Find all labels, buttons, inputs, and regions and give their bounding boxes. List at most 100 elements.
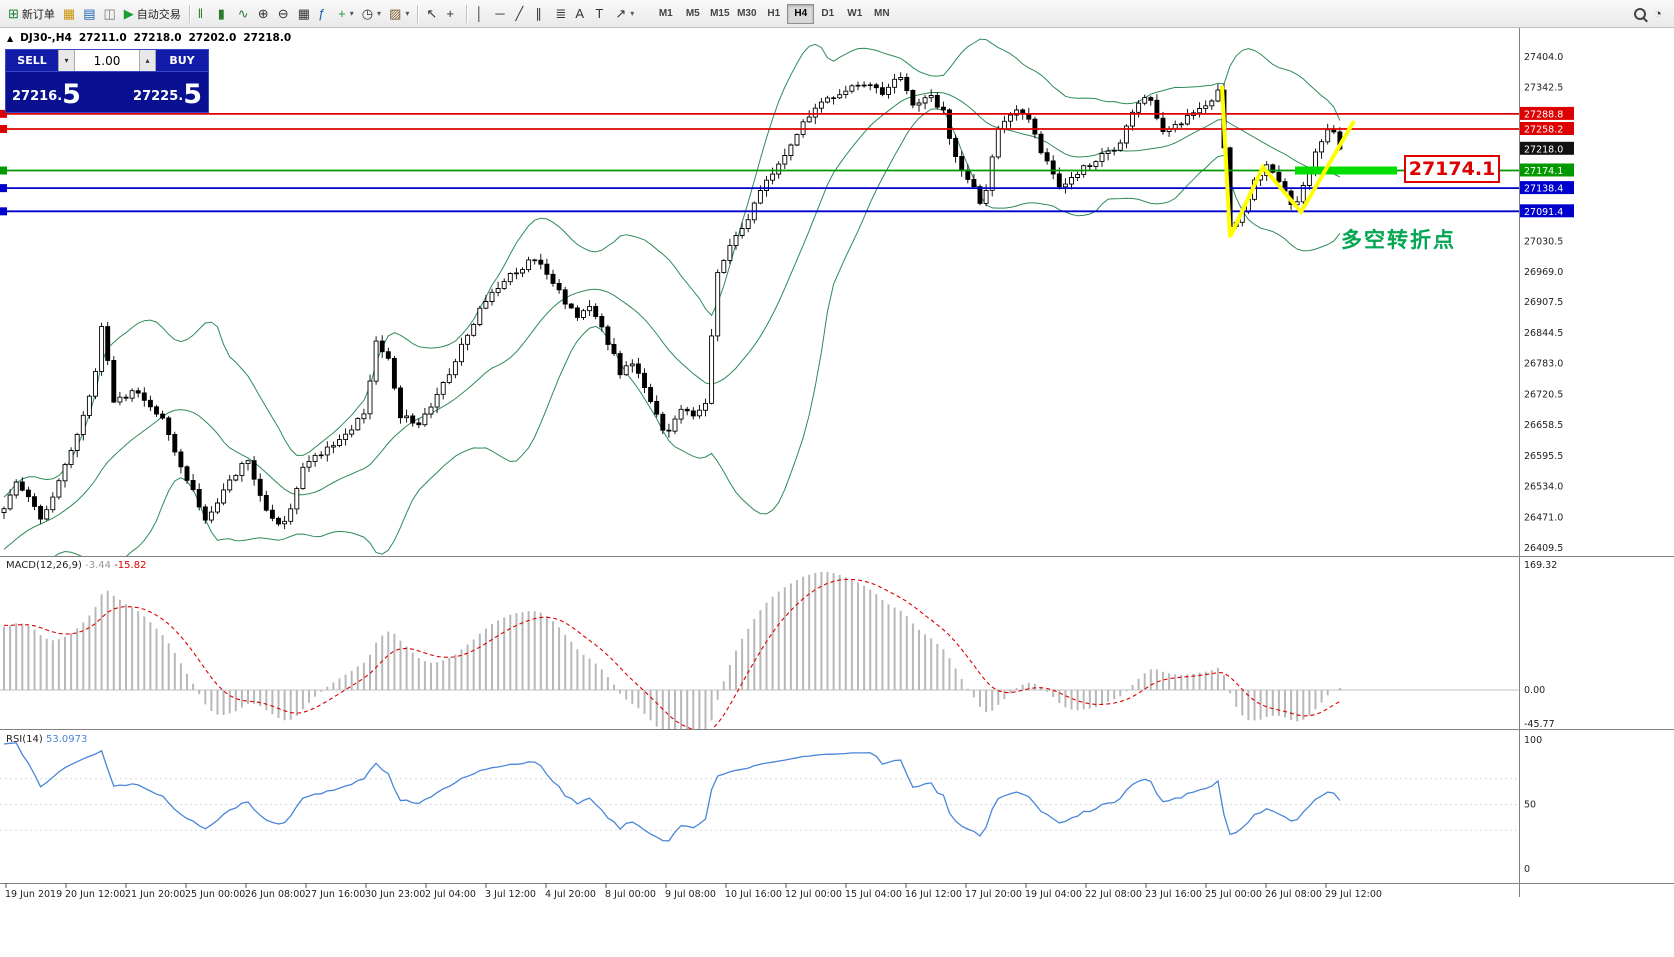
turning-point-annotation[interactable]: 多空转折点 — [1341, 228, 1456, 252]
price-tick-label: 26595.5 — [1524, 451, 1563, 462]
timeframe-m5-button[interactable]: M5 — [679, 4, 706, 24]
time-tick-label: 2 Jul 04:00 — [425, 889, 476, 900]
horizontal-line-icon: ─ — [495, 6, 505, 21]
bollinger-lower-band — [54, 108, 1341, 556]
vertical-line-button[interactable]: │ — [471, 3, 491, 25]
zigzag-drawing — [1220, 85, 1356, 238]
arrows-button[interactable]: ↗ ▾ — [611, 3, 638, 25]
price-badge-label: 27288.8 — [1524, 109, 1563, 120]
sell-price[interactable]: 27216. 5 — [12, 78, 81, 112]
line-chart-button[interactable]: ∿ — [234, 3, 254, 25]
arrows-icon: ↗ — [615, 6, 627, 21]
zoom-in-button[interactable]: ⊕ — [254, 3, 274, 25]
price-tick-label: 26534.0 — [1524, 482, 1563, 493]
auto-trading-button[interactable]: ▶ 自动交易 — [120, 3, 185, 25]
tile-windows-icon: ▦ — [297, 6, 311, 21]
crosshair-button[interactable]: + — [442, 3, 462, 25]
quotes-button[interactable]: ◔ — [1650, 3, 1670, 25]
time-tick-label: 26 Jul 08:00 — [1265, 889, 1322, 900]
channel-icon: ∥ — [535, 6, 542, 21]
fibonacci-button[interactable]: ≣ — [551, 3, 571, 25]
timeframe-w1-button[interactable]: W1 — [841, 4, 868, 24]
timeframe-m1-button[interactable]: M1 — [652, 4, 679, 24]
new-order-label: 新订单 — [21, 8, 55, 21]
periods-button[interactable]: ◷ ▾ — [358, 3, 385, 25]
level-left-tag — [0, 109, 7, 118]
timeframe-h1-button[interactable]: H1 — [760, 4, 787, 24]
bollinger-middle-band — [3, 92, 1341, 550]
volume-increase-button[interactable]: ▴ — [139, 50, 156, 71]
buy-price[interactable]: 27225. 5 — [133, 78, 202, 112]
candlestick-chart-icon: ▮ — [217, 6, 225, 21]
price-badge — [1520, 141, 1574, 155]
toolbar-separator — [188, 4, 190, 23]
timeframe-d1-button[interactable]: D1 — [814, 4, 841, 24]
label-button[interactable]: T — [591, 3, 611, 25]
price-callout-box[interactable]: 27174.1 — [1404, 155, 1500, 183]
time-tick-label: 8 Jul 00:00 — [605, 889, 656, 900]
zoom-out-button[interactable]: ⊖ — [274, 3, 294, 25]
volume-decrease-button[interactable]: ▾ — [58, 50, 75, 71]
rsi-tick-label: 100 — [1524, 735, 1542, 746]
indicator-list-button[interactable]: ƒ — [314, 3, 334, 25]
cursor-button[interactable]: ↖ — [422, 3, 442, 25]
auto-trading-icon: ▶ — [123, 6, 134, 21]
timeframe-h4-button[interactable]: H4 — [787, 3, 815, 24]
trendline-button[interactable]: ╱ — [511, 3, 531, 25]
main-chart-panel[interactable] — [0, 38, 1519, 601]
time-tick-label: 25 Jun 00:00 — [185, 889, 245, 900]
templates-button[interactable]: ▨ ▾ — [385, 3, 413, 25]
candles-down — [19, 77, 1343, 525]
symbol-period: DJ30-,H4 — [20, 32, 72, 44]
timeframe-m15-button[interactable]: M15 — [706, 4, 733, 24]
toolbar-separator — [417, 4, 419, 23]
timeframe-m30-button[interactable]: M30 — [733, 4, 760, 24]
new-order-button[interactable]: ⊞ 新订单 — [4, 3, 59, 25]
time-tick-label: 4 Jul 20:00 — [545, 889, 596, 900]
bar-chart-button[interactable]: ‖ — [194, 3, 214, 25]
time-tick-label: 17 Jul 20:00 — [965, 889, 1022, 900]
horizontal-line-button[interactable]: ─ — [491, 3, 511, 25]
zoom-in-icon: ⊕ — [257, 6, 269, 21]
buy-price-big-digit: 5 — [183, 79, 202, 110]
search-button[interactable] — [1630, 3, 1650, 25]
sell-button[interactable]: SELL — [6, 50, 58, 71]
price-tick-label: 26783.0 — [1524, 359, 1563, 370]
bollinger-upper-band — [3, 38, 1341, 498]
dropdown-caret-icon[interactable]: ▾ — [377, 9, 382, 18]
time-tick-label: 27 Jun 16:00 — [305, 889, 365, 900]
ohlc-open: 27211.0 — [78, 32, 127, 44]
dropdown-caret-icon[interactable]: ▾ — [630, 9, 635, 18]
data-window-button[interactable]: ▤ — [79, 3, 99, 25]
indicator-list-icon: ƒ — [318, 6, 326, 21]
rsi-panel[interactable] — [0, 742, 1519, 842]
text-button[interactable]: A — [571, 3, 591, 25]
price-badge — [1520, 163, 1574, 177]
collapse-icon[interactable]: ▲ — [7, 33, 14, 43]
macd-panel[interactable] — [0, 571, 1519, 741]
price-badge-label: 27218.0 — [1524, 144, 1563, 155]
market-watch-button[interactable]: ▦ — [59, 3, 79, 25]
market-watch-icon: ▦ — [62, 6, 76, 21]
tile-windows-button[interactable]: ▦ — [294, 3, 314, 25]
price-badge-label: 27258.2 — [1524, 124, 1563, 135]
dropdown-caret-icon[interactable]: ▾ — [349, 9, 354, 18]
volume-input[interactable]: 1.00 — [75, 50, 139, 71]
rsi-line — [3, 742, 1341, 842]
buy-button[interactable]: BUY — [156, 50, 208, 71]
ohlc-high: 27218.0 — [133, 32, 182, 44]
time-tick-label: 25 Jul 00:00 — [1205, 889, 1262, 900]
new-order-icon: ⊞ — [8, 6, 19, 21]
timeframe-mn-button[interactable]: MN — [868, 4, 895, 24]
candlestick-chart-button[interactable]: ▮ — [214, 3, 234, 25]
price-tick-label: 26409.5 — [1524, 543, 1563, 554]
periods-icon: ◷ — [361, 6, 374, 21]
vertical-line-icon: │ — [475, 6, 484, 21]
terminal-button[interactable]: ◫ — [100, 3, 120, 25]
add-indicator-button[interactable]: + ▾ — [334, 3, 358, 25]
channel-button[interactable]: ∥ — [531, 3, 551, 25]
chart-canvas[interactable]: 27404.0 27342.5 27030.5 26969.0 26907.5 26844… — [0, 28, 1674, 908]
support-highlight-segment[interactable] — [1295, 166, 1397, 175]
terminal-icon: ◫ — [103, 6, 116, 21]
dropdown-caret-icon[interactable]: ▾ — [405, 9, 410, 18]
